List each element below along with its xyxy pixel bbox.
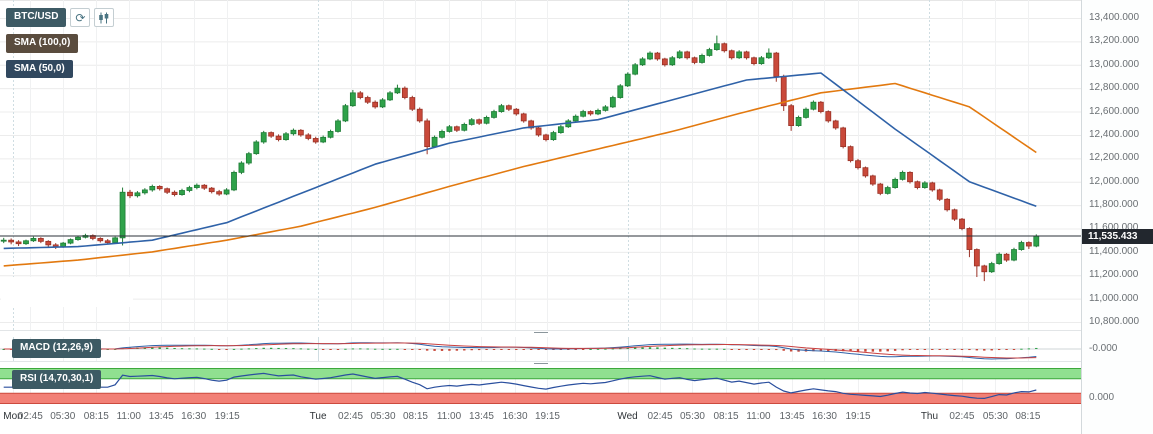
time-axis-label: 02:45 <box>17 411 43 422</box>
current-price-badge: 11,535.433 <box>1082 229 1153 245</box>
price-axis-label: 11,200.000 <box>1089 269 1139 281</box>
macd-panel: MACD (12,26,9) <box>0 337 1153 361</box>
price-axis-label: 12,800.000 <box>1089 82 1140 94</box>
chart-overlay: BTC/USD ⟳ SMA (100,0) SMA (50,0) <box>6 8 115 78</box>
candlestick-chart[interactable] <box>0 0 1082 330</box>
time-axis-label: 08:15 <box>1015 411 1041 422</box>
price-axis-label: 11,400.000 <box>1089 245 1139 257</box>
price-axis-label: 13,400.000 <box>1089 12 1140 23</box>
price-axis-label: 12,600.000 <box>1089 105 1140 117</box>
price-axis-label: 12,200.000 <box>1089 152 1140 164</box>
time-axis-label: 11:00 <box>436 411 462 422</box>
time-axis-label: 19:15 <box>534 411 560 422</box>
symbol-badge[interactable]: BTC/USD <box>6 8 67 27</box>
price-axis-label: 12,400.000 <box>1089 128 1140 140</box>
time-axis-label: 13:45 <box>468 411 494 422</box>
panel-separator <box>0 361 1153 369</box>
time-axis-label: 16:30 <box>811 411 837 422</box>
refresh-icon: ⟳ <box>75 10 86 25</box>
symbol-toolbar: BTC/USD ⟳ <box>6 8 115 27</box>
time-axis-label: 13:45 <box>148 411 174 422</box>
time-axis-label: 02:45 <box>647 411 673 422</box>
time-axis-label: 08:15 <box>83 411 109 422</box>
time-axis-label: Tue <box>309 411 327 422</box>
time-axis-label: 19:15 <box>845 411 871 422</box>
indicator-badge-macd[interactable]: MACD (12,26,9) <box>12 339 101 358</box>
time-axis-label: 16:30 <box>181 411 207 422</box>
price-axis-label: 13,200.000 <box>1089 35 1140 47</box>
time-axis[interactable]: Mon 02:45 05:30 08:15 11:00 13:45 16:30 19:15 Tu… <box>0 404 1153 434</box>
price-axis[interactable]: 11,535.433 -0.000 0.000 13,400.000 13,200… <box>1081 0 1153 434</box>
chart-style-button[interactable] <box>94 8 115 27</box>
candlestick-style-icon <box>99 12 109 23</box>
time-axis-label: 05:30 <box>679 411 705 422</box>
price-axis-label: 11,600.000 <box>1089 222 1139 234</box>
time-axis-label: Wed <box>617 411 638 422</box>
time-axis-label: 11:00 <box>116 411 141 422</box>
time-axis-label: 02:45 <box>949 411 975 422</box>
time-axis-label: 11:00 <box>746 411 771 422</box>
indicator-badge-sma100[interactable]: SMA (100,0) <box>6 34 79 53</box>
legend-box <box>1 277 133 307</box>
indicator-badge-sma50[interactable]: SMA (50,0) <box>6 59 73 78</box>
time-axis-label: Mon <box>3 411 23 422</box>
time-axis-label: 16:30 <box>502 411 528 422</box>
time-axis-label: 02:45 <box>338 411 364 422</box>
price-axis-label: 11,800.000 <box>1089 199 1139 211</box>
time-axis-label: 05:30 <box>50 411 76 422</box>
time-axis-label: 08:15 <box>402 411 428 422</box>
price-axis-label: 12,000.000 <box>1089 175 1140 187</box>
rsi-chart[interactable] <box>0 368 1082 404</box>
price-axis-label: 10,800.000 <box>1089 316 1140 328</box>
time-axis-label: 13:45 <box>779 411 805 422</box>
indicator-badge-rsi[interactable]: RSI (14,70,30,1) <box>12 370 102 389</box>
panel-separator <box>0 330 1153 338</box>
rsi-panel: RSI (14,70,30,1) <box>0 368 1153 404</box>
time-axis-label: 08:15 <box>713 411 739 422</box>
macd-axis-label: -0.000 <box>1089 343 1118 354</box>
main-chart-panel: BTC/USD ⟳ SMA (100,0) SMA (50,0) <box>0 0 1082 330</box>
macd-chart[interactable] <box>0 337 1082 361</box>
time-axis-label: 05:30 <box>982 411 1008 422</box>
refresh-button[interactable]: ⟳ <box>70 8 91 27</box>
price-axis-label: 11,000.000 <box>1089 292 1139 304</box>
rsi-axis-label: 0.000 <box>1089 392 1115 403</box>
price-axis-label: 13,000.000 <box>1089 58 1140 70</box>
time-axis-label: 19:15 <box>214 411 240 422</box>
time-axis-label: 05:30 <box>370 411 396 422</box>
time-axis-label: Thu <box>920 411 939 422</box>
